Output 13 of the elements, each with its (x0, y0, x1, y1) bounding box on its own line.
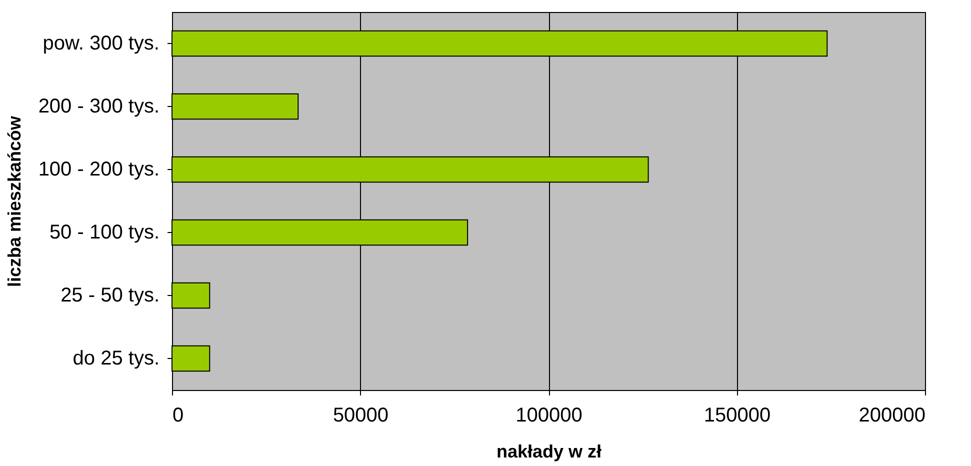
y-tick-label: 100 - 200 tys. (38, 158, 160, 180)
x-axis-title: nakłady w zł (496, 442, 602, 462)
y-tick-label: 50 - 100 tys. (49, 222, 160, 244)
x-tick-label: 100000 (516, 404, 582, 426)
y-tick-label: 25 - 50 tys. (60, 284, 160, 306)
y-tick-label: do 25 tys. (72, 348, 160, 370)
x-tick-label: 150000 (704, 404, 771, 426)
y-tick-label: pow. 300 tys. (42, 32, 160, 54)
x-tick-label: 50000 (332, 404, 389, 426)
x-tick-label: 200000 (858, 404, 926, 426)
y-axis-title: liczba mieszkańców (4, 114, 24, 288)
x-tick-label: 0 (172, 404, 184, 426)
y-tick-label: 200 - 300 tys. (38, 96, 160, 118)
